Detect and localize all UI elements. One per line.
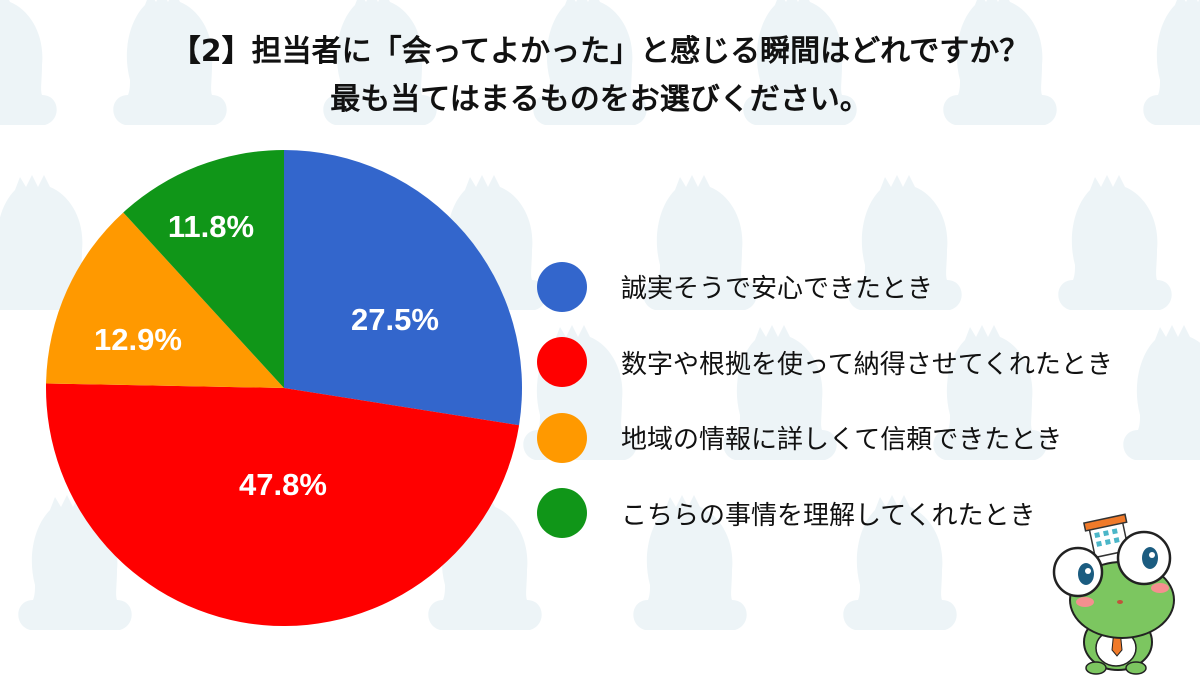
- legend-dot-orange: [537, 412, 587, 463]
- pie-label-green: 11.8%: [167, 209, 255, 244]
- legend-dot-green: [537, 488, 587, 539]
- frog-mascot-icon: [1052, 513, 1175, 675]
- chart-title: 【2】担当者に「会ってよかった」と感じる瞬間はどれですか？ 最も当てはまるものを…: [0, 28, 1200, 124]
- legend-label: こちらの事情を理解してくれたとき: [621, 500, 1036, 531]
- title-line-2: 最も当てはまるものをお選びください。: [330, 82, 870, 117]
- legend-dot-red: [537, 337, 587, 388]
- pie-slice-blue: [284, 150, 522, 426]
- pie-label-blue: 27.5%: [351, 302, 439, 337]
- chart-legend: 誠実そうで安心できたとき 数字や根拠を使って納得させてくれたとき 地域の情報に詳…: [537, 249, 1113, 551]
- legend-item-2: 数字や根拠を使って納得させてくれたとき: [537, 325, 1113, 401]
- pie-label-red: 47.8%: [239, 467, 327, 502]
- pie-slice-orange: [46, 212, 284, 388]
- pie-slice-red: [46, 383, 520, 626]
- legend-label: 地域の情報に詳しくて信頼できたとき: [621, 425, 1063, 456]
- title-line-1: 【2】担当者に「会ってよかった」と感じる瞬間はどれですか？: [170, 34, 1030, 69]
- legend-dot-blue: [537, 261, 587, 312]
- legend-label: 数字や根拠を使って納得させてくれたとき: [621, 349, 1113, 380]
- pie-label-orange: 12.9%: [94, 322, 182, 357]
- legend-label: 誠実そうで安心できたとき: [621, 274, 934, 305]
- legend-item-4: こちらの事情を理解してくれたとき: [537, 476, 1113, 552]
- legend-item-1: 誠実そうで安心できたとき: [537, 249, 1113, 325]
- pie-slice-green: [123, 150, 285, 388]
- legend-item-3: 地域の情報に詳しくて信頼できたとき: [537, 400, 1113, 476]
